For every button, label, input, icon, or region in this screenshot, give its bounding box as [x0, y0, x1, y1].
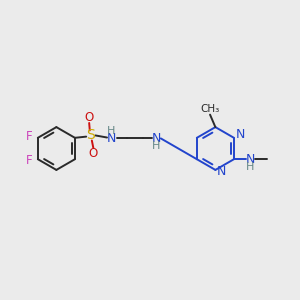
Text: N: N — [107, 132, 116, 145]
Text: N: N — [236, 128, 245, 141]
Text: O: O — [85, 111, 94, 124]
Text: S: S — [86, 128, 95, 142]
Text: H: H — [107, 126, 116, 136]
Text: CH₃: CH₃ — [200, 104, 220, 114]
Text: F: F — [26, 130, 32, 143]
Text: O: O — [89, 147, 98, 160]
Text: N: N — [246, 153, 255, 166]
Text: N: N — [217, 165, 226, 178]
Text: N: N — [152, 132, 161, 145]
Text: F: F — [26, 154, 32, 166]
Text: H: H — [152, 141, 160, 152]
Text: H: H — [246, 162, 254, 172]
